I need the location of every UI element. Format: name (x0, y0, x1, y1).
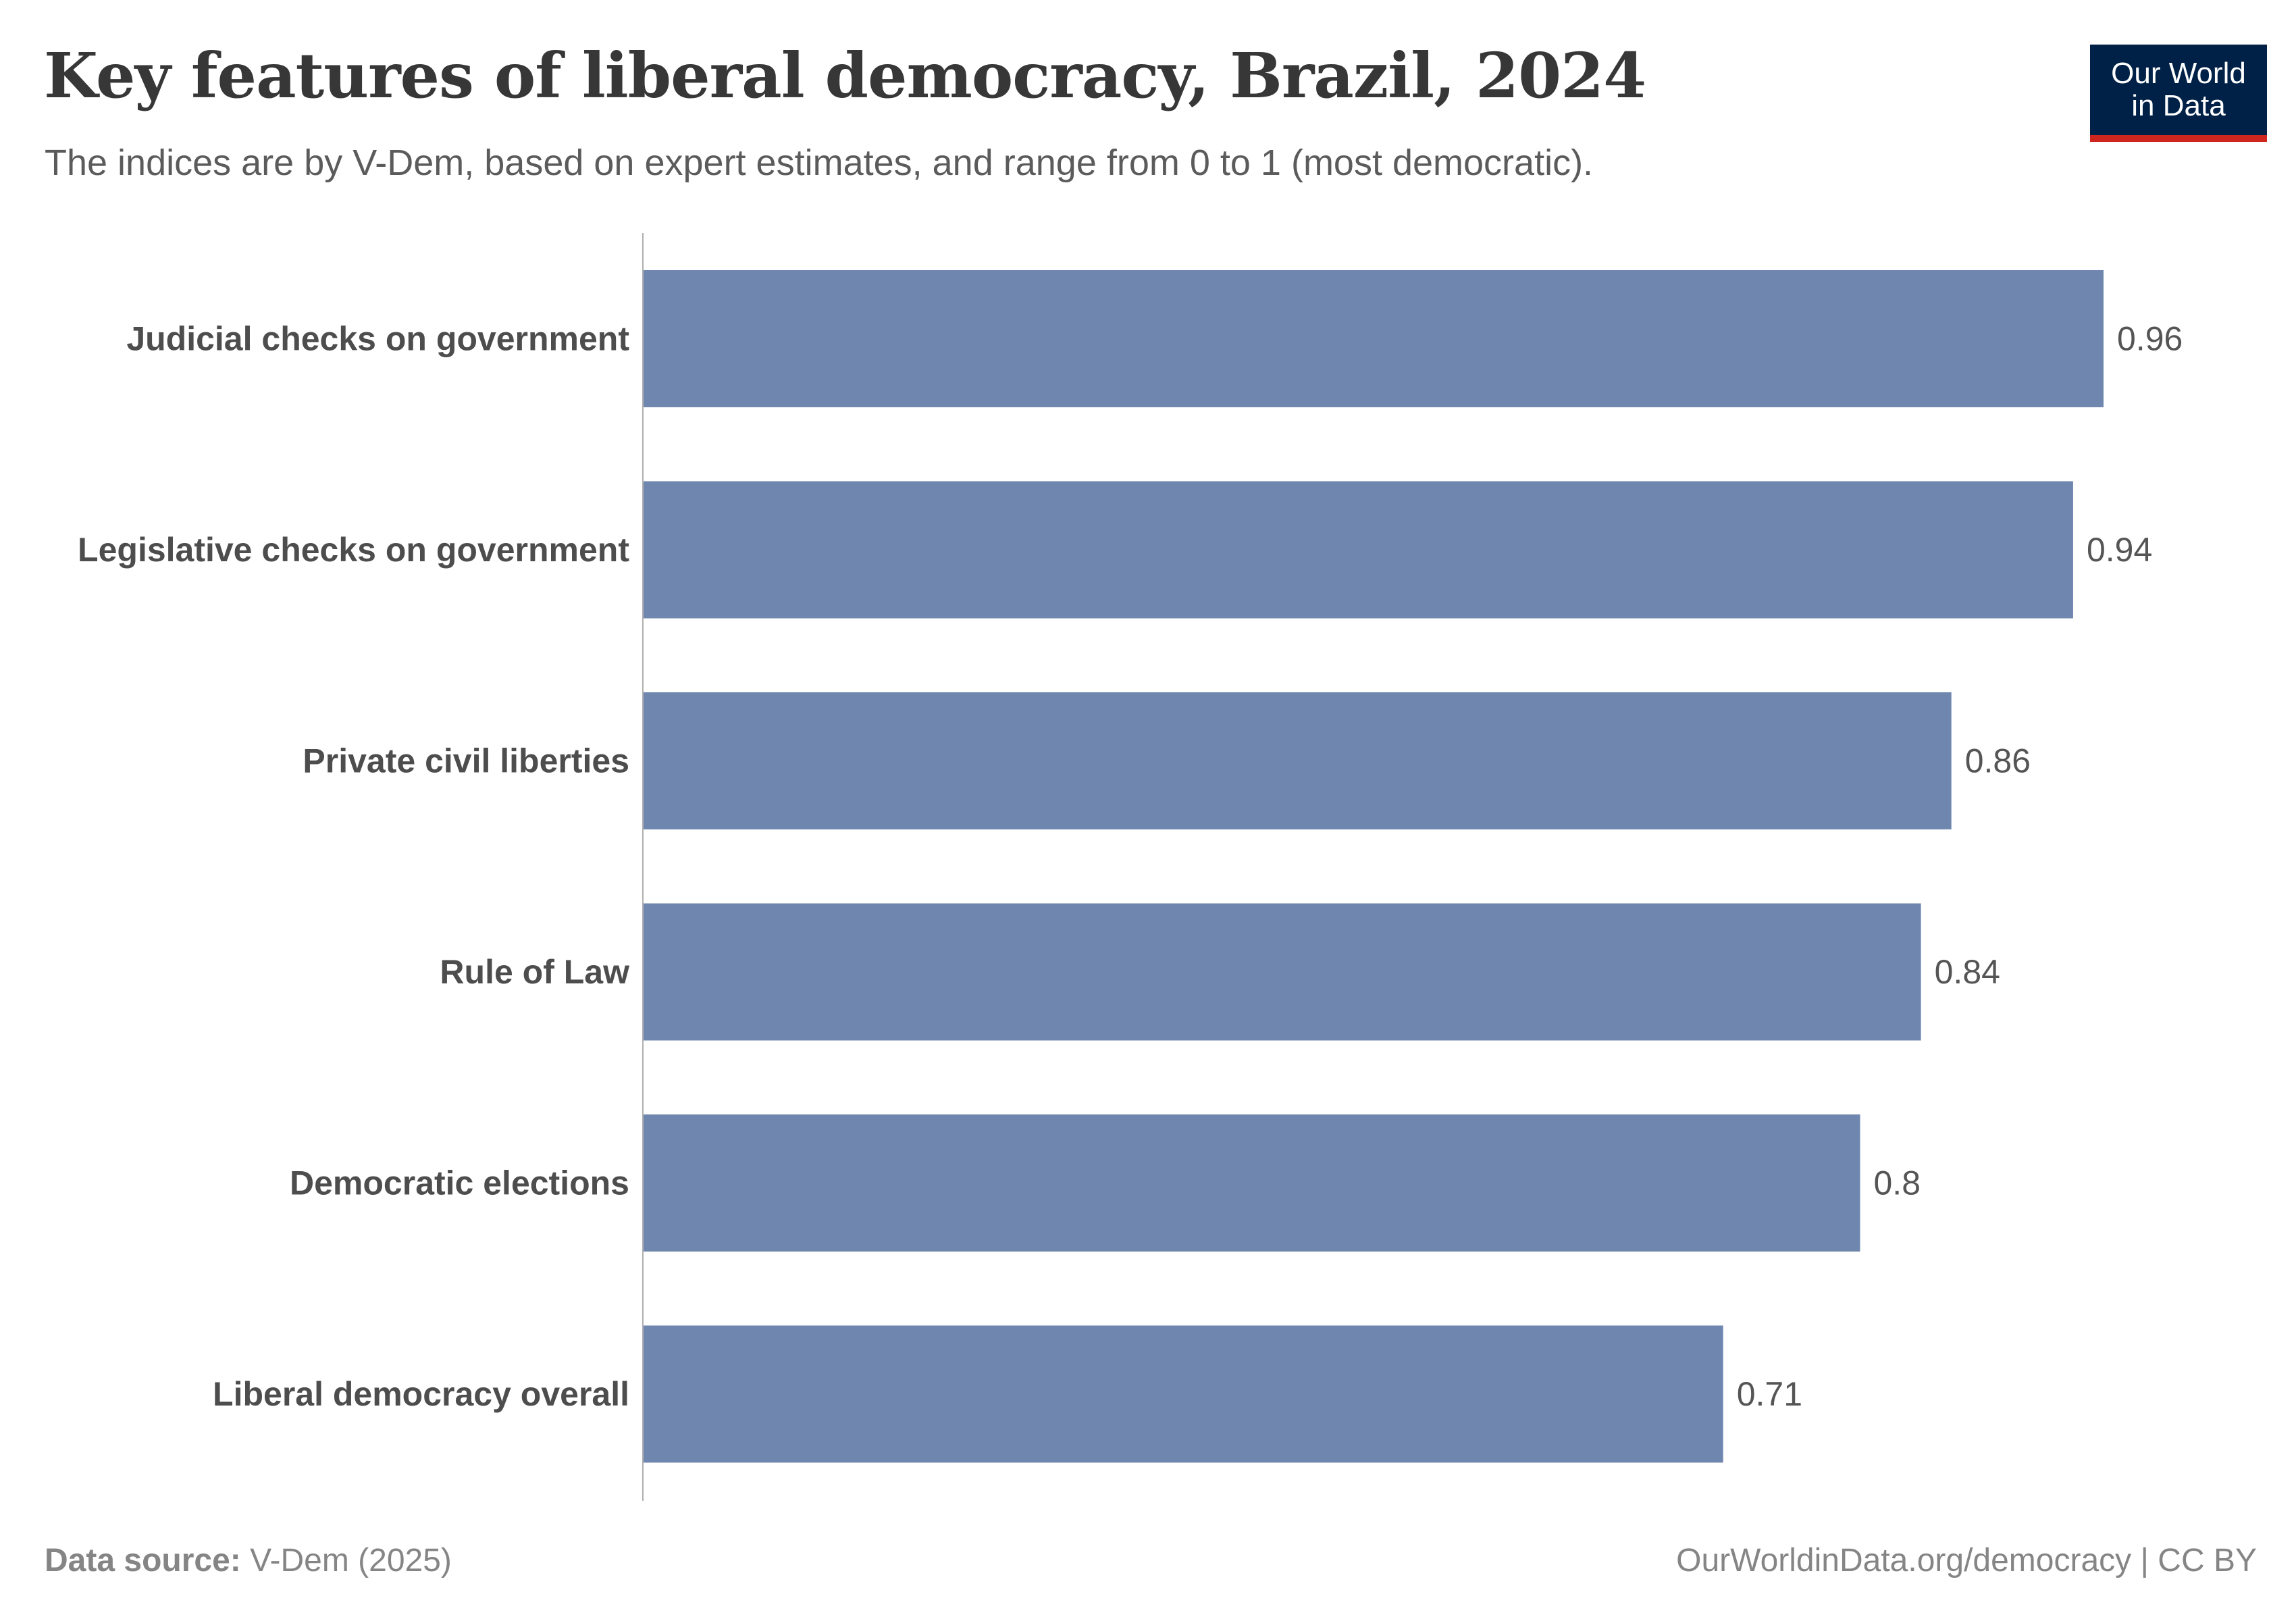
bar-5[interactable] (644, 1325, 1723, 1463)
bar-2[interactable] (644, 692, 1952, 829)
category-label-3: Rule of Law (440, 953, 629, 991)
bar-0[interactable] (644, 270, 2104, 407)
credit-link[interactable]: OurWorldinData.org/democracy | CC BY (1676, 1543, 2257, 1578)
data-source: Data source: V-Dem (2025) (45, 1542, 452, 1579)
data-source-label: Data source: (45, 1543, 241, 1578)
owid-logo[interactable]: Our World in Data (2090, 45, 2267, 142)
chart-title: Key features of liberal democracy, Brazi… (44, 39, 1646, 112)
value-label-4: 0.8 (1874, 1164, 1921, 1202)
bar-chart: Judicial checks on government 0.96 Legisla… (78, 233, 2183, 1501)
value-label-3: 0.84 (1935, 953, 2000, 991)
logo-line-1: Our World (2111, 57, 2246, 90)
value-label-2: 0.86 (1965, 742, 2031, 780)
category-label-2: Private civil liberties (303, 742, 629, 780)
bar-3[interactable] (644, 903, 1921, 1041)
logo-line-2: in Data (2131, 89, 2226, 122)
category-label-5: Liberal democracy overall (213, 1375, 629, 1413)
value-label-1: 0.94 (2087, 531, 2152, 569)
category-label-1: Legislative checks on government (78, 531, 629, 569)
bar-1[interactable] (644, 481, 2073, 619)
data-source-value[interactable]: V-Dem (2025) (250, 1543, 452, 1578)
value-label-5: 0.71 (1737, 1375, 1802, 1413)
category-label-4: Democratic elections (290, 1164, 629, 1202)
value-label-0: 0.96 (2117, 320, 2183, 358)
chart-subtitle: The indices are by V-Dem, based on exper… (45, 143, 1594, 183)
bar-4[interactable] (644, 1114, 1860, 1252)
category-label-0: Judicial checks on government (126, 320, 629, 358)
